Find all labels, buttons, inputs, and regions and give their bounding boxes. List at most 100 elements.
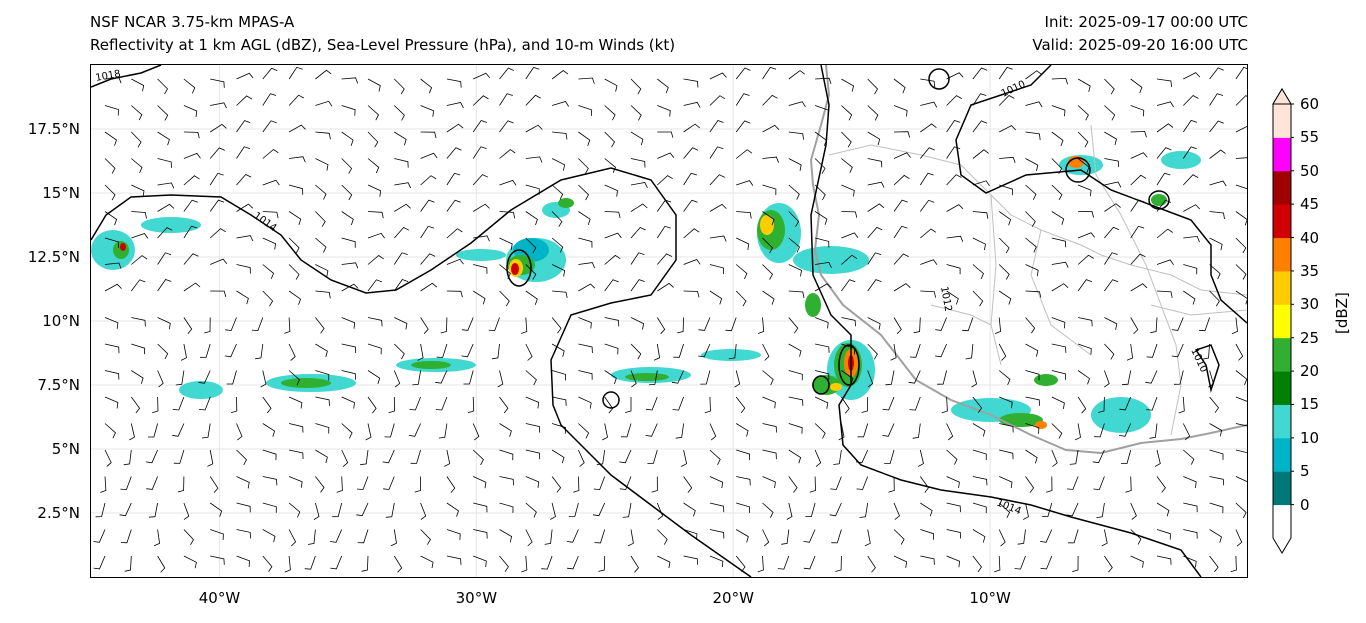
- wind-barb: [578, 77, 595, 84]
- wind-barb: [499, 476, 514, 486]
- wind-barb: [472, 203, 490, 212]
- wind-barb: [394, 182, 412, 189]
- wind-barb: [919, 172, 934, 186]
- wind-barb: [814, 423, 826, 439]
- wind-barb: [104, 158, 116, 174]
- wind-barb: [288, 396, 303, 409]
- wind-barb: [998, 290, 1012, 305]
- wind-barb: [525, 124, 543, 133]
- wind-barb: [762, 476, 776, 489]
- wind-barb: [384, 423, 395, 438]
- wind-barb: [1182, 146, 1197, 159]
- wind-barb: [999, 125, 1016, 133]
- wind-barb: [946, 72, 964, 80]
- wind-barb: [230, 396, 238, 414]
- isobar-label: 1010: [1000, 79, 1028, 100]
- wind-barb: [835, 555, 842, 572]
- wind-barb: [604, 343, 619, 355]
- wind-barb: [525, 184, 540, 195]
- wind-barb: [183, 152, 201, 159]
- wind-barb: [1077, 158, 1090, 173]
- wind-barb: [330, 555, 343, 570]
- wind-barb: [1230, 555, 1237, 573]
- wind-barb: [1209, 67, 1224, 80]
- wind-barb: [1130, 152, 1148, 159]
- wind-barb: [1078, 211, 1094, 218]
- wind-barb: [946, 423, 954, 441]
- wind-barb: [683, 147, 699, 159]
- wind-barb: [236, 203, 254, 212]
- wind-barb: [288, 184, 304, 195]
- wind-barb: [1209, 149, 1226, 159]
- wind-barb: [1231, 317, 1238, 335]
- wind-barb: [630, 203, 648, 212]
- isobar-closed-low-2: [838, 344, 860, 386]
- wind-barb: [446, 102, 464, 109]
- wind-barb: [104, 370, 120, 380]
- wind-barb: [367, 396, 377, 414]
- wind-barb: [935, 317, 947, 331]
- wind-barb: [1235, 184, 1247, 190]
- wind-barb: [856, 476, 869, 490]
- wind-barb: [777, 555, 790, 570]
- wind-barb: [788, 70, 805, 80]
- wind-barb: [573, 476, 580, 493]
- wind-barb: [1183, 174, 1199, 186]
- wind-barb: [683, 199, 698, 212]
- wind-barb: [1235, 237, 1247, 254]
- wind-barb: [867, 252, 882, 265]
- wind-barb: [1104, 226, 1120, 239]
- wind-barb: [1104, 370, 1110, 388]
- wind-barb: [315, 211, 326, 227]
- wind-barb: [815, 343, 830, 353]
- map-canvas: 1018 1014 1010 1012 1010 1014: [91, 65, 1247, 577]
- wind-barb: [657, 152, 675, 159]
- wind-barb: [473, 529, 488, 539]
- wind-barb: [499, 396, 509, 414]
- wind-barb: [1025, 290, 1042, 298]
- wind-barb: [315, 131, 331, 140]
- wind-barb: [762, 529, 770, 547]
- wind-barb: [683, 78, 699, 88]
- wind-barb: [598, 555, 606, 572]
- wind-barb: [236, 174, 252, 186]
- wind-barb: [394, 317, 408, 330]
- wind-barb: [920, 290, 936, 298]
- colorbar-extend-top: [1272, 88, 1292, 105]
- wind-barb: [541, 555, 553, 570]
- wind-barb: [885, 370, 895, 386]
- wind-barb: [157, 279, 172, 292]
- wind-barb: [656, 317, 666, 335]
- wind-barb: [814, 158, 826, 174]
- wind-barb: [262, 476, 278, 486]
- wind-barb: [262, 120, 277, 133]
- wind-barb: [147, 423, 158, 438]
- wind-barb: [656, 253, 673, 265]
- wind-barb: [550, 502, 556, 520]
- colorbar-segment: [1273, 337, 1291, 372]
- wind-barb: [551, 237, 564, 253]
- isobar-closed-low-1: [506, 249, 532, 287]
- wind-barb: [472, 120, 488, 133]
- wind-barb: [736, 449, 751, 461]
- wind-barb: [893, 105, 908, 117]
- wind-barb: [604, 370, 617, 385]
- wind-barb: [1051, 283, 1069, 292]
- wind-barb: [341, 237, 356, 248]
- wind-barb: [604, 279, 619, 292]
- wind-barb: [525, 343, 533, 361]
- wind-barb: [762, 370, 774, 386]
- wind-barb: [525, 502, 537, 518]
- wind-barb: [414, 476, 421, 493]
- wind-barb: [920, 555, 935, 565]
- wind-barb: [341, 262, 359, 269]
- wind-barb: [183, 131, 200, 139]
- wind-barb: [551, 343, 565, 357]
- wind-barb: [1126, 343, 1134, 361]
- wind-barb: [525, 237, 537, 254]
- wind-barb: [602, 423, 608, 441]
- wind-barb: [315, 69, 332, 80]
- wind-barb: [946, 204, 964, 212]
- wind-barb: [315, 317, 325, 334]
- wind-barb: [210, 78, 225, 88]
